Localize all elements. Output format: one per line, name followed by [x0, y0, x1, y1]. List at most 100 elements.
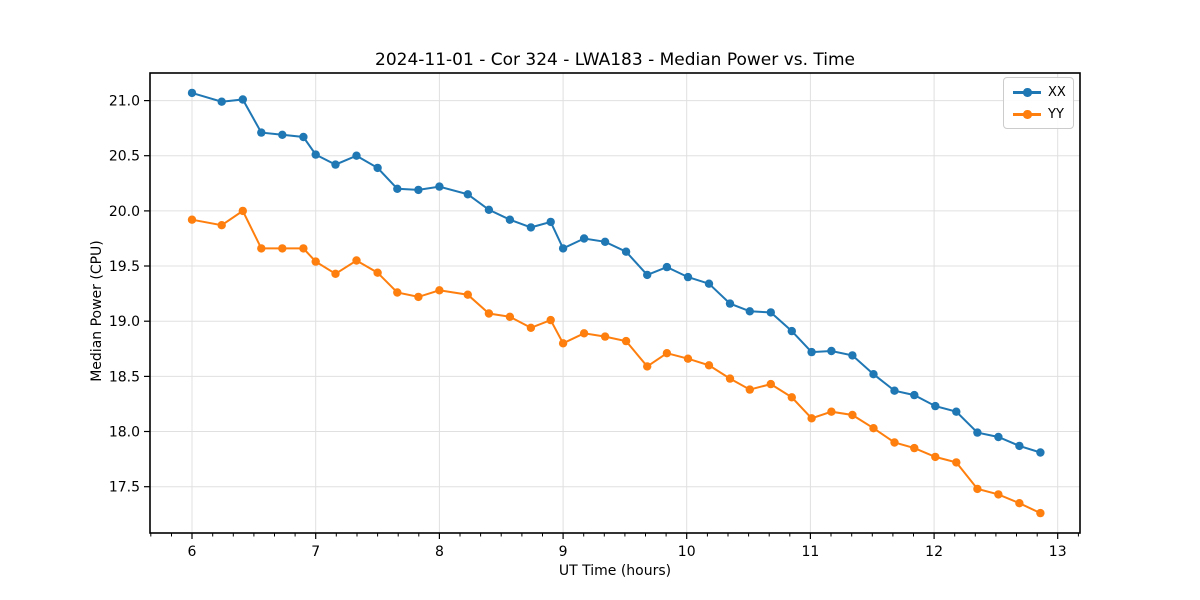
series-XX: [187, 88, 1045, 457]
grid-lines: [150, 73, 1080, 533]
data-point: [1015, 499, 1024, 508]
data-point: [546, 217, 555, 227]
data-point: [187, 88, 197, 98]
data-point: [526, 323, 536, 332]
data-point: [526, 223, 536, 232]
data-point: [505, 215, 515, 224]
chart-title: 2024-11-01 - Cor 324 - LWA183 - Median P…: [375, 50, 855, 70]
data-point: [1036, 448, 1045, 457]
data-point: [643, 362, 652, 371]
data-point: [352, 151, 361, 160]
data-point: [890, 438, 899, 447]
data-point: [807, 414, 816, 423]
legend: XX YY: [1003, 77, 1074, 129]
data-point: [931, 401, 940, 411]
series-YY: [187, 206, 1045, 518]
data-point: [869, 424, 878, 433]
data-point: [973, 428, 982, 437]
data-point: [278, 244, 287, 253]
data-point: [187, 215, 197, 224]
data-point: [910, 443, 919, 453]
legend-item-YY: YY: [1013, 105, 1065, 123]
data-point: [952, 458, 961, 467]
data-point: [910, 390, 919, 400]
data-point: [414, 185, 423, 195]
data-point: [393, 288, 402, 297]
y-major-ticks: [144, 99, 150, 488]
data-point: [393, 184, 402, 193]
x-tick-label: 10: [678, 544, 696, 560]
data-point: [1015, 441, 1024, 451]
x-tick-label: 11: [801, 544, 819, 560]
data-point: [331, 160, 340, 169]
data-point: [463, 290, 472, 299]
x-tick-label: 8: [435, 544, 444, 560]
y-tick-label: 20.0: [109, 204, 140, 220]
data-point: [766, 308, 775, 317]
data-point: [257, 128, 266, 137]
data-point: [952, 407, 961, 416]
legend-label: XX: [1048, 84, 1066, 100]
data-point: [745, 307, 754, 316]
data-point: [579, 234, 589, 243]
data-point: [373, 268, 382, 277]
data-point: [704, 279, 714, 288]
data-point: [827, 407, 836, 416]
x-tick-label: 13: [1049, 544, 1067, 560]
data-point: [484, 205, 494, 214]
data-point: [1036, 508, 1045, 518]
data-point: [848, 410, 857, 420]
data-point: [484, 309, 494, 318]
data-point: [994, 432, 1003, 442]
data-point: [600, 332, 610, 341]
data-point: [299, 244, 308, 253]
data-point: [766, 379, 775, 389]
x-tick-label: 6: [188, 544, 197, 560]
data-point: [463, 190, 472, 199]
data-point: [848, 351, 857, 360]
data-point: [787, 393, 796, 402]
data-point: [373, 163, 382, 173]
data-point: [725, 374, 735, 383]
data-point: [890, 386, 899, 395]
data-point: [505, 312, 515, 321]
data-point: [435, 182, 444, 191]
data-point: [414, 292, 423, 302]
y-tick-label: 19.0: [109, 314, 140, 330]
data-point: [973, 484, 982, 494]
data-point: [217, 97, 226, 106]
data-point: [725, 299, 735, 308]
data-point: [558, 244, 568, 253]
data-point: [643, 270, 652, 280]
data-point: [331, 269, 340, 278]
data-point: [621, 336, 631, 346]
data-point: [217, 221, 226, 230]
y-tick-label: 17.5: [109, 480, 140, 496]
data-point: [352, 256, 361, 265]
data-point: [683, 354, 693, 363]
y-axis-label: Median Power (CPU): [89, 240, 105, 382]
y-tick-label: 20.5: [109, 149, 140, 165]
x-axis-label: UT Time (hours): [558, 563, 672, 579]
y-tick-label: 19.5: [109, 259, 140, 275]
data-point: [683, 272, 693, 282]
x-tick-label: 12: [925, 544, 943, 560]
x-tick-label: 7: [311, 544, 320, 560]
data-point: [238, 95, 247, 104]
data-point: [807, 347, 816, 357]
data-point: [600, 237, 610, 246]
data-point: [311, 257, 320, 266]
data-point: [869, 370, 878, 379]
x-major-ticks: [191, 533, 1059, 539]
y-tick-label: 18.0: [109, 425, 140, 441]
data-point: [994, 490, 1003, 499]
legend-marker-icon: [1013, 87, 1041, 97]
data-point: [931, 452, 940, 462]
y-tick-label: 18.5: [109, 369, 140, 385]
data-point: [311, 150, 320, 159]
legend-label: YY: [1048, 106, 1064, 122]
data-point: [579, 329, 589, 338]
data-point: [662, 262, 672, 272]
